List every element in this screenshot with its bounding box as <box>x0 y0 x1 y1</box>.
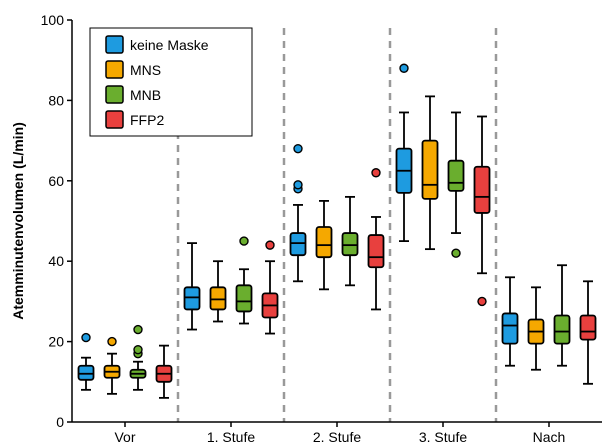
legend-label: MNS <box>130 62 161 78</box>
box-body <box>367 234 385 269</box>
outlier-point <box>293 180 303 190</box>
legend-swatch <box>105 85 124 104</box>
legend-swatch <box>105 110 124 129</box>
legend-label: FFP2 <box>130 112 164 128</box>
outlier-point <box>399 63 409 73</box>
outlier-point <box>265 240 275 250</box>
box-0-0 <box>77 332 95 391</box>
legend-swatch <box>105 60 124 79</box>
box-body <box>447 159 465 192</box>
box-body <box>289 232 307 257</box>
box-body <box>341 232 359 257</box>
x-tick-label: 1. Stufe <box>207 429 255 445</box>
y-tick-label: 20 <box>48 334 64 350</box>
box-1-2 <box>235 236 253 325</box>
box-body <box>209 286 227 311</box>
outlier-point <box>371 168 381 178</box>
outlier-point <box>239 236 249 246</box>
outlier-point <box>133 324 143 335</box>
y-tick-label: 60 <box>48 173 64 189</box>
outlier-point <box>293 143 303 154</box>
box-1-0 <box>183 242 201 331</box>
outlier-point <box>107 336 117 347</box>
outlier-point <box>477 296 487 307</box>
box-0-1 <box>103 336 121 395</box>
y-tick-label: 80 <box>48 92 64 108</box>
box-0-2 <box>129 324 147 391</box>
y-tick-label: 100 <box>41 12 65 28</box>
legend-swatch <box>105 35 124 54</box>
legend-label: keine Maske <box>130 37 209 53</box>
x-tick-label: 2. Stufe <box>313 429 361 445</box>
box-body <box>315 226 333 259</box>
box-3-3 <box>473 115 491 307</box>
outlier-point <box>81 332 91 343</box>
box-body <box>421 139 439 200</box>
box-1-3 <box>261 240 279 335</box>
y-ticks: 0 20 40 60 80 100 <box>41 12 72 430</box>
box-body <box>473 165 491 214</box>
stage-separators <box>176 28 498 422</box>
box-series <box>77 63 597 399</box>
x-tick-label: 3. Stufe <box>419 429 467 445</box>
legend-label: MNB <box>130 87 161 103</box>
x-tick-label: Vor <box>114 429 135 445</box>
box-2-2 <box>341 195 359 287</box>
y-tick-label: 0 <box>56 414 64 430</box>
box-body <box>501 312 519 345</box>
box-4-2 <box>553 264 571 367</box>
box-body <box>553 314 571 345</box>
box-body <box>77 364 95 381</box>
x-ticks: Vor 1. Stufe 2. Stufe 3. Stufe Nach <box>114 422 565 445</box>
box-2-0 <box>289 143 307 283</box>
x-tick-label: Nach <box>533 429 566 445</box>
legend: keine Maske MNS MNB FFP2 <box>89 27 253 137</box>
box-4-1 <box>527 286 545 371</box>
y-tick-label: 40 <box>48 253 64 269</box>
box-4-0 <box>501 276 519 367</box>
box-3-2 <box>447 111 465 258</box>
box-body <box>183 286 201 311</box>
box-2-3 <box>367 168 385 311</box>
box-2-1 <box>315 199 333 291</box>
box-3-1 <box>421 95 439 251</box>
outlier-point <box>133 344 143 355</box>
box-3-0 <box>395 63 413 243</box>
outlier-point <box>451 248 461 258</box>
box-body <box>579 314 597 341</box>
box-4-3 <box>579 280 597 385</box>
y-axis-title: Atemminutenvolumen (L/min) <box>10 122 26 320</box>
box-0-3 <box>155 344 173 399</box>
box-body <box>235 284 253 313</box>
box-1-1 <box>209 260 227 323</box>
